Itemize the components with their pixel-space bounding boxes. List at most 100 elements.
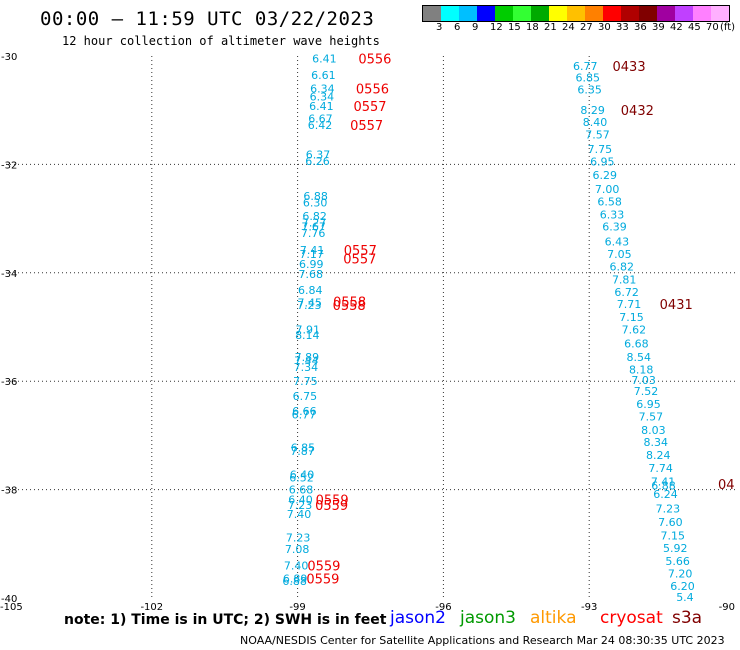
wave-height-point: 7.87 (290, 445, 315, 458)
colorbar-swatch (477, 6, 495, 21)
colorbar-label: 39 (652, 22, 665, 33)
colorbar-swatch (513, 6, 531, 21)
y-tick-label: -36 (1, 377, 17, 388)
wave-height-point: 8.29 (580, 104, 605, 117)
wave-height-point: 5.4 (676, 591, 694, 604)
y-tick-label: -34 (1, 269, 17, 280)
wave-height-point: 7.76 (301, 227, 326, 240)
pass-time-label: 0557 (353, 100, 386, 115)
wave-height-point: 7.52 (634, 385, 659, 398)
y-tick-label: -32 (1, 160, 17, 171)
wave-height-point: 6.77 (292, 408, 317, 421)
y-tick-label: -40 (1, 594, 17, 605)
wave-height-point: 7.74 (648, 462, 673, 475)
colorbar-swatch (657, 6, 675, 21)
wave-height-point: 7.89 (295, 351, 320, 364)
wave-height-point: 7.75 (293, 375, 318, 388)
wave-height-point: 8.14 (295, 329, 320, 342)
wave-height-point: 6.40 (288, 493, 313, 506)
pass-time-label: 0559 (316, 493, 349, 508)
wave-height-point: 7.40 (287, 508, 312, 521)
wave-height-point: 7.23 (288, 499, 313, 512)
wave-height-point: 6.34 (310, 91, 335, 104)
wave-height-point: 7.44 (294, 355, 319, 368)
pass-time-label: 0556 (356, 83, 389, 98)
wave-height-point: 6.88 (651, 479, 676, 492)
pass-time-label: 0557 (350, 119, 383, 134)
satellite-legend-altika: altika (530, 608, 577, 628)
colorbar-swatch (423, 6, 441, 21)
wave-height-point: 6.20 (670, 580, 695, 593)
pass-time-label: 0433 (613, 60, 646, 75)
colorbar-label: 70 (706, 22, 719, 33)
wave-height-point: 6.24 (653, 488, 678, 501)
y-tick-label: -38 (1, 486, 17, 497)
wave-height-point: 6.82 (302, 210, 327, 223)
pass-time-label: 0558 (333, 299, 366, 314)
wave-height-point: 7.67 (301, 221, 326, 234)
wave-height-point: 7.40 (284, 559, 309, 572)
wave-height-point: 8.18 (629, 363, 654, 376)
wave-height-point: 6.88 (282, 575, 307, 588)
wave-height-point: 6.33 (600, 208, 625, 221)
wave-height-point: 7.20 (668, 568, 693, 581)
pass-time-label: 0559 (315, 499, 348, 514)
satellite-legend-s3a: s3a (672, 608, 703, 628)
pass-time-label: 0556 (358, 53, 391, 68)
colorbar-label: 18 (526, 22, 539, 33)
colorbar-swatch (567, 6, 585, 21)
wave-height-point: 6.26 (305, 155, 330, 168)
wave-height-point: 6.89 (283, 572, 308, 585)
wave-height-point: 6.52 (289, 472, 314, 485)
wave-height-point: 5.92 (663, 542, 688, 555)
colorbar-label: 30 (598, 22, 611, 33)
wave-height-point: 8.03 (641, 424, 666, 437)
wave-height-point: 6.99 (299, 258, 324, 271)
x-tick-label: -102 (140, 602, 163, 613)
wave-height-point: 7.27 (302, 216, 327, 229)
colorbar-swatch (459, 6, 477, 21)
y-tick-label: -30 (1, 52, 17, 63)
satellite-legend-jason2: jason2 (390, 608, 446, 628)
wave-height-point: 7.23 (286, 531, 311, 544)
colorbar-swatch (585, 6, 603, 21)
wave-height-point: 7.41 (300, 244, 325, 257)
colorbar-label: 3 (436, 22, 443, 33)
colorbar-swatch (441, 6, 459, 21)
wave-height-point: 6.41 (309, 100, 334, 113)
colorbar-swatch (549, 6, 567, 21)
colorbar-label: 24 (562, 22, 575, 33)
wave-height-point: 7.41 (651, 475, 676, 488)
colorbar-label: 15 (508, 22, 521, 33)
colorbar-label: 12 (490, 22, 503, 33)
colorbar-swatch (693, 6, 711, 21)
pass-time-label: 0558 (333, 296, 366, 311)
footnote: note: 1) Time is in UTC; 2) SWH is in fe… (64, 612, 387, 628)
colorbar-swatch (639, 6, 657, 21)
pass-time-label: 0557 (344, 244, 377, 259)
colorbar-label: 9 (472, 22, 479, 33)
colorbar-label: 27 (580, 22, 593, 33)
wave-height-colorbar (422, 5, 730, 22)
wave-height-point: 7.91 (296, 324, 321, 337)
wave-height-point: 6.58 (597, 195, 622, 208)
chart-title: 00:00 – 11:59 UTC 03/22/2023 (40, 8, 375, 30)
wave-height-point: 6.72 (614, 286, 639, 299)
wave-height-point: 6.37 (306, 149, 331, 162)
wave-height-point: 6.67 (308, 112, 333, 125)
axis-ticks: -105 -102 -99 -96 -93 -90 -30 -32 -34 -36 -38 -40 (0, 52, 735, 613)
pass-time-label: 0432 (621, 104, 654, 119)
colorbar-label: 45 (688, 22, 701, 33)
wave-height-point: 6.34 (310, 83, 335, 96)
x-tick-label: -105 (0, 602, 23, 613)
wave-height-point: 6.41 (312, 53, 337, 66)
wave-height-point: 6.77 (573, 60, 598, 73)
wave-height-point: 6.82 (610, 260, 635, 273)
colorbar-label: 6 (454, 22, 461, 33)
x-tick-label: -90 (719, 602, 735, 613)
wave-height-point: 7.23 (656, 503, 681, 516)
colorbar-swatch (495, 6, 513, 21)
time-labels: 0556055605570557055705570558055805590559… (306, 53, 734, 588)
wave-height-point: 6.95 (590, 156, 615, 169)
